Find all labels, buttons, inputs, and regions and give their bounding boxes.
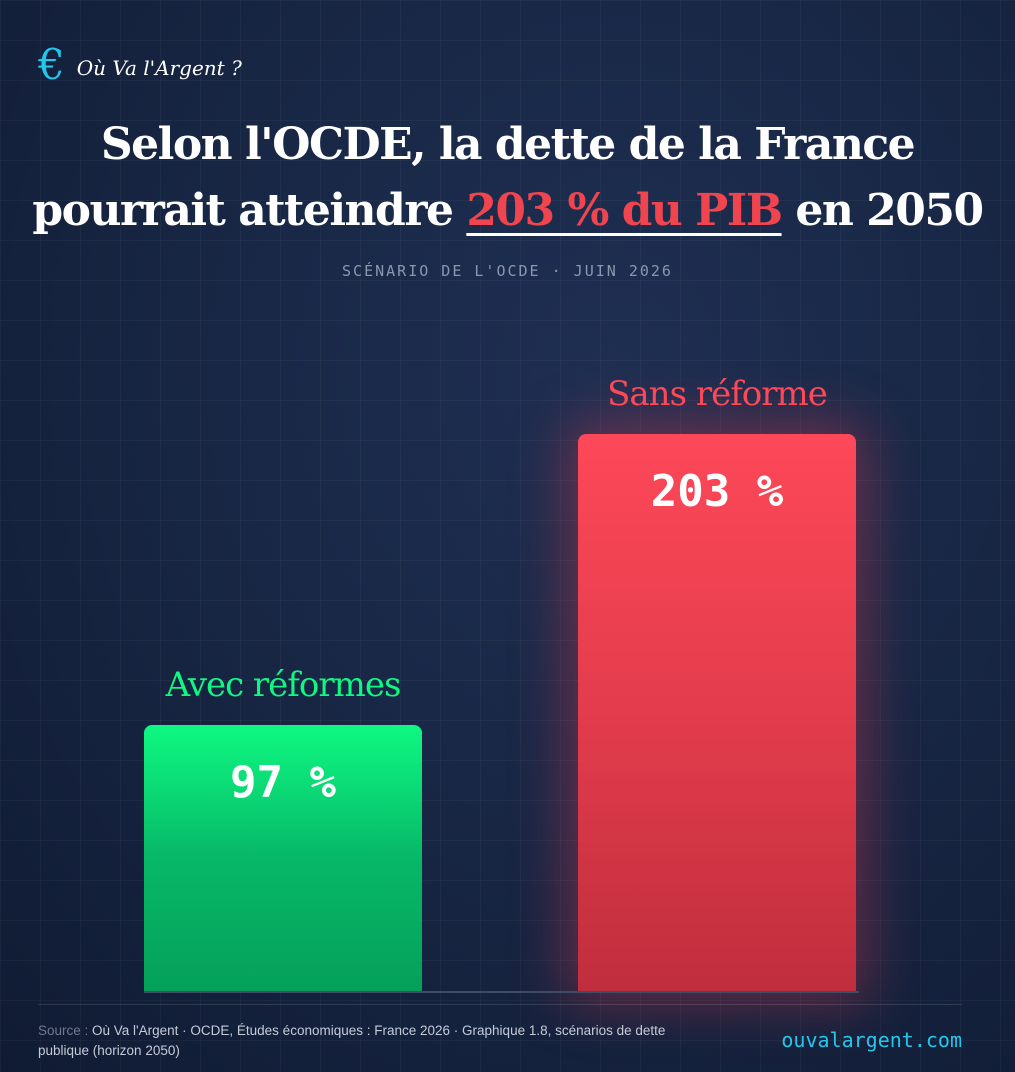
website-link[interactable]: ouvalargent.com <box>781 1028 962 1052</box>
source-prefix: Source : <box>38 1023 93 1038</box>
title-line-2-end: en 2050 <box>781 185 984 236</box>
footer-divider <box>38 1004 962 1005</box>
bar-avec-reformes: 97 % <box>144 725 422 991</box>
brand-logo: € Où Va l'Argent ? <box>38 44 242 86</box>
title-line-2: pourrait atteindre 203 % du PIB en 2050 <box>0 178 1015 244</box>
source-note: Source : Où Va l'Argent · OCDE, Études é… <box>38 1021 698 1061</box>
euro-icon: € <box>38 40 65 89</box>
category-label: Avec réformes <box>165 665 402 705</box>
chart-baseline <box>144 991 859 993</box>
title-highlight: 203 % du PIB <box>466 185 783 236</box>
bar-sans-reforme: 203 % <box>578 434 856 991</box>
brand-name: Où Va l'Argent ? <box>76 56 242 80</box>
subtitle: SCÉNARIO DE L'OCDE · JUIN 2026 <box>342 262 673 280</box>
category-label: Sans réforme <box>607 374 828 414</box>
bar-value-label: 97 % <box>230 757 336 808</box>
source-text: Où Va l'Argent · OCDE, Études économique… <box>38 1023 666 1058</box>
title-line-1: Selon l'OCDE, la dette de la France <box>100 119 916 170</box>
bar-value-label: 203 % <box>650 466 784 517</box>
title-line-2-start: pourrait atteindre <box>32 185 467 236</box>
page-title: Selon l'OCDE, la dette de la France pour… <box>0 112 1015 244</box>
